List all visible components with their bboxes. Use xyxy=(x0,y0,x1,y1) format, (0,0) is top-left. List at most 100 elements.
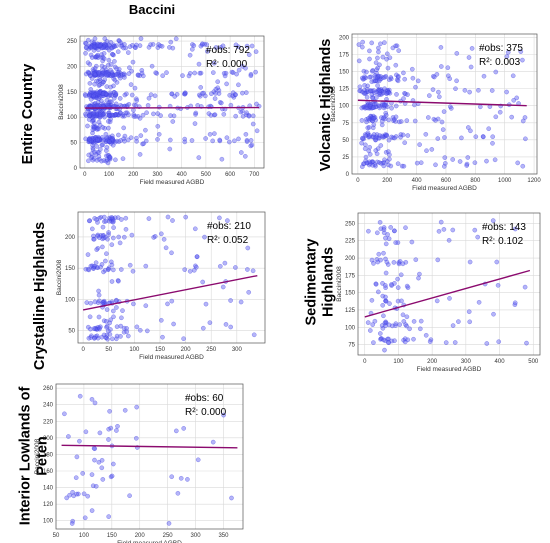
data-point xyxy=(484,341,490,346)
data-point xyxy=(173,428,179,434)
data-point xyxy=(409,66,415,72)
data-point xyxy=(66,434,71,439)
r-squared: R²: 0.000 xyxy=(206,59,248,70)
data-point xyxy=(62,411,67,417)
data-point xyxy=(104,84,110,89)
data-point xyxy=(433,162,438,168)
data-point xyxy=(217,263,223,269)
data-point xyxy=(88,263,94,269)
data-point xyxy=(473,134,479,140)
y-axis-label: Baccini2008 xyxy=(34,438,41,474)
data-point xyxy=(83,44,89,50)
data-point xyxy=(202,234,207,240)
data-point xyxy=(366,125,372,130)
obs-count: #obs: 792 xyxy=(206,45,250,56)
data-point xyxy=(376,87,381,93)
x-axis-label: Field measured AGBD xyxy=(117,540,182,543)
data-point xyxy=(131,301,136,307)
data-point xyxy=(373,60,379,66)
y-tick-label: 140 xyxy=(43,486,54,492)
x-tick-label: 100 xyxy=(79,533,90,539)
sed-label-line-1: Sedimentary xyxy=(304,238,320,325)
data-point xyxy=(230,93,236,99)
region-label-crystalline-highlands-text: Crystalline Highlands xyxy=(32,222,48,370)
data-point xyxy=(85,60,91,66)
x-tick-label: 200 xyxy=(181,347,192,353)
data-point xyxy=(375,259,381,265)
data-point xyxy=(512,226,518,232)
data-point xyxy=(504,89,509,95)
x-tick-label: 300 xyxy=(232,347,243,353)
data-point xyxy=(236,67,242,73)
data-point xyxy=(110,218,116,224)
data-point xyxy=(169,250,174,256)
y-tick-label: 50 xyxy=(68,329,75,335)
data-point xyxy=(367,134,372,140)
data-point xyxy=(375,55,380,61)
data-point xyxy=(386,137,392,143)
data-point xyxy=(381,313,386,319)
data-point xyxy=(168,113,173,118)
data-point xyxy=(490,218,496,223)
data-point xyxy=(490,134,496,140)
data-point xyxy=(149,63,155,69)
data-point xyxy=(442,135,447,140)
data-point xyxy=(95,335,101,341)
data-point xyxy=(497,109,503,115)
data-point xyxy=(244,110,249,116)
data-point xyxy=(384,91,390,96)
data-point xyxy=(170,218,175,223)
data-point xyxy=(94,144,100,149)
x-tick-label: 200 xyxy=(427,359,438,365)
data-point xyxy=(122,133,128,139)
data-point xyxy=(467,89,472,95)
data-point xyxy=(382,283,388,288)
data-point xyxy=(385,65,391,71)
y-tick-label: 25 xyxy=(342,155,349,161)
data-point xyxy=(236,136,241,142)
data-point xyxy=(100,58,106,64)
data-point xyxy=(377,90,383,96)
data-point xyxy=(380,54,386,60)
data-point xyxy=(100,244,105,250)
data-point xyxy=(395,161,401,167)
data-point xyxy=(97,82,103,88)
data-point xyxy=(186,73,192,79)
region-label-volcanic-highlands: Volcanic Highlands xyxy=(318,39,334,172)
data-point xyxy=(152,93,158,99)
scatter-points xyxy=(356,39,528,170)
data-point xyxy=(127,44,133,50)
data-point xyxy=(240,113,246,119)
data-point xyxy=(146,44,152,50)
data-point xyxy=(489,88,495,93)
data-point xyxy=(106,119,111,124)
data-point xyxy=(396,261,402,267)
data-point xyxy=(436,89,441,95)
y-tick-label: 0 xyxy=(346,172,350,178)
y-tick-label: 150 xyxy=(345,291,356,297)
data-point xyxy=(156,131,162,137)
data-point xyxy=(207,131,213,137)
data-point xyxy=(83,50,88,56)
data-point xyxy=(96,314,102,320)
data-point xyxy=(250,113,256,119)
data-point xyxy=(404,118,410,123)
data-point xyxy=(167,146,173,152)
data-point xyxy=(511,97,517,103)
data-point xyxy=(417,326,423,332)
data-point xyxy=(400,312,406,318)
data-point xyxy=(512,300,518,306)
data-point xyxy=(99,457,105,463)
x-tick-label: 0 xyxy=(356,178,360,184)
x-tick-label: 0 xyxy=(363,359,367,365)
data-point xyxy=(373,148,379,153)
data-point xyxy=(520,57,525,63)
data-point xyxy=(141,141,146,146)
data-point xyxy=(373,78,378,83)
data-point xyxy=(70,489,75,495)
data-point xyxy=(365,320,371,325)
data-point xyxy=(97,112,103,118)
data-point xyxy=(103,91,109,97)
data-point xyxy=(106,125,111,131)
data-point xyxy=(115,423,120,429)
